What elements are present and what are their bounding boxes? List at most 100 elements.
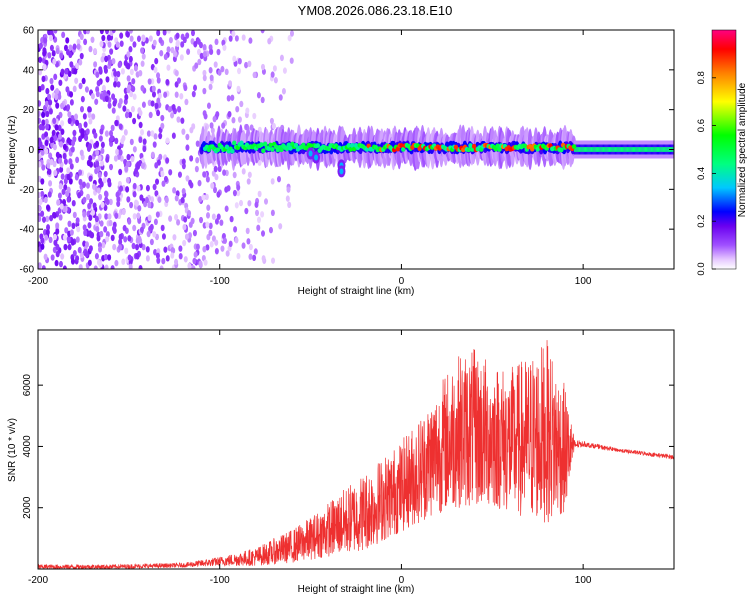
heat-cell [69,61,74,68]
heat-cell [38,198,43,206]
heat-cell [107,254,112,261]
heat-cell [624,147,627,152]
heat-cell [138,265,143,269]
heat-cell [38,117,41,124]
heat-cell [129,35,134,42]
heat-cell [150,100,155,107]
heat-cell [157,92,162,100]
heat-cell [82,224,87,231]
heat-cell [130,155,135,163]
heat-cell [40,243,45,250]
y-tick-label: -20 [20,185,35,196]
y-tick-label: -60 [20,265,35,276]
heat-cell [140,162,145,169]
heat-cell [226,95,231,102]
heat-cell [38,191,41,199]
heat-cell [49,34,54,42]
heat-cell [93,265,98,269]
heat-cell [131,78,136,85]
heat-cell [40,190,45,198]
heat-cell [49,77,54,85]
heat-cell [99,93,104,100]
heat-cell [75,156,80,164]
heat-cell [146,230,151,238]
heat-cell [577,147,580,152]
heat-cell [174,69,179,77]
heat-cell [94,215,99,223]
heat-cell [64,227,69,234]
heat-cell [87,202,92,210]
heat-cell [174,258,179,266]
heat-cell [593,147,596,152]
heat-cell [99,30,104,35]
heat-cell [208,222,213,230]
heat-cell [45,229,50,236]
heat-cell [202,87,207,95]
heat-cell [89,161,94,168]
heat-cell [260,63,265,71]
heat-cell [127,254,132,261]
heat-cell [643,147,646,152]
heat-cell [47,168,52,175]
heat-cell [115,148,120,156]
heat-cell [75,62,80,70]
heat-cell [103,253,108,261]
heat-cell [268,142,273,148]
heat-cell [208,229,213,237]
heat-cell [659,147,662,152]
heat-cell [191,265,196,269]
heat-cell [66,137,71,144]
heat-cell [84,86,89,93]
colorbar-axis: 0.0 0.2 0.4 0.6 0.8 [696,71,716,276]
snr-ylabel: SNR (10 * v/v) [7,418,18,482]
heat-cell [161,180,166,187]
snr-axes: -200 -100 0 100 2000 4000 6000 [22,330,674,586]
heat-cell [38,56,43,63]
heat-cell [625,147,628,152]
heat-cell [98,193,103,201]
heat-cell [130,105,135,113]
heat-cell [153,218,158,226]
heat-cell [233,226,238,233]
heat-cell [75,119,80,127]
heat-cell [77,246,82,254]
heat-cell [129,138,134,146]
heat-cell [205,244,210,251]
heat-cell [190,30,195,37]
heat-cell [129,68,134,76]
heat-cell [152,183,157,191]
heat-cell [38,140,43,148]
heat-cell [124,111,129,119]
heat-cell [211,213,216,220]
heat-cell [160,114,165,122]
heat-cell [99,230,104,238]
heat-cell [156,30,161,37]
heat-cell [289,57,294,64]
heat-cell [149,223,154,231]
heat-cell [232,140,237,146]
heat-cell [228,35,233,42]
heat-cell [273,77,278,84]
heat-cell [113,76,118,83]
heat-cell [154,162,159,169]
heat-cell [650,147,653,152]
heat-cell [257,190,262,198]
heat-cell [177,171,182,178]
heat-cell [53,169,58,177]
heat-cell [622,147,625,152]
heat-cell [68,44,73,51]
heat-cell [75,236,80,243]
heat-cell [654,147,657,152]
heat-cell [244,207,249,215]
heat-cell [109,134,114,142]
heat-cell [62,143,67,151]
heat-cell [137,235,142,242]
heat-cell [67,111,72,118]
heat-cell [59,141,64,148]
heat-cell [84,251,89,258]
heat-cell [104,95,109,103]
heat-cell [286,186,291,193]
heat-cell [87,111,92,119]
heat-cell [58,133,63,140]
heat-cell [94,253,99,260]
